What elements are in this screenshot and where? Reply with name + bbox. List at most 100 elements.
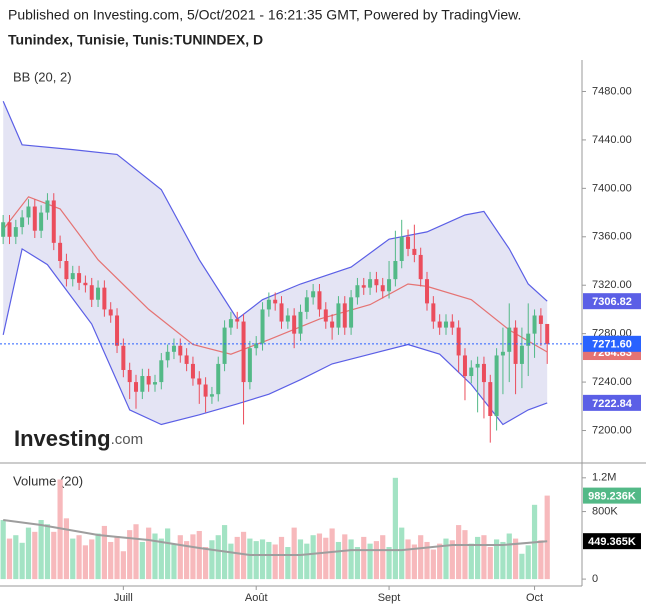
band-line — [2, 196, 548, 355]
logo-suffix: .com — [111, 431, 144, 448]
value-box-label: 449.365K — [588, 536, 636, 548]
volume-title: Volume (20) — [13, 473, 83, 488]
candle-body — [456, 327, 461, 356]
volume-bar — [101, 525, 107, 580]
candle-body — [342, 303, 347, 328]
candle-body — [13, 227, 18, 237]
volume-bar — [209, 540, 215, 580]
candle-body — [7, 222, 12, 237]
candle-body — [349, 297, 354, 328]
candle-body — [425, 279, 430, 304]
candle-body — [399, 236, 404, 261]
volume-bar — [171, 543, 177, 580]
candle-body — [298, 311, 303, 334]
candle-body — [197, 378, 202, 385]
volume-bar — [386, 547, 392, 580]
volume-bar — [430, 549, 436, 580]
volume-bar — [89, 539, 95, 580]
value-box — [583, 394, 641, 411]
volume-bar — [468, 543, 474, 580]
candle-body — [406, 236, 411, 249]
candle-body — [507, 327, 512, 352]
y-tick-label: 7200.00 — [592, 424, 632, 436]
volume-bar — [291, 527, 297, 580]
candle-body — [77, 273, 82, 283]
volume-bar — [38, 520, 44, 580]
candle-body — [260, 309, 265, 344]
candle-body — [380, 285, 385, 292]
volume-bar — [538, 540, 544, 580]
band-line — [2, 100, 548, 320]
volume-bar — [380, 535, 386, 580]
volume-bar — [392, 477, 398, 580]
volume-bar — [361, 536, 367, 580]
candle-body — [443, 321, 448, 328]
value-box-label: 7271.60 — [592, 339, 632, 351]
candle-body — [178, 345, 183, 356]
volume-bar — [481, 535, 487, 580]
volume-bar — [146, 527, 152, 580]
candle-body — [165, 351, 170, 361]
volume-bar — [228, 543, 234, 580]
candle-body — [285, 315, 290, 322]
candle-body — [374, 279, 379, 286]
volume-bar — [278, 536, 285, 580]
volume-bar — [215, 535, 221, 580]
candle-body — [355, 285, 360, 298]
volume-bar — [108, 541, 114, 580]
volume-bar — [443, 538, 449, 580]
candle-body — [1, 222, 6, 237]
y-tick-label: 7360.00 — [592, 231, 632, 243]
candle-body — [241, 321, 246, 383]
candle-body — [475, 363, 480, 368]
volume-bar — [519, 553, 525, 580]
y-tick-label: 7240.00 — [592, 376, 632, 388]
candle-body — [292, 315, 297, 334]
candle-body — [70, 273, 75, 280]
volume-bar — [13, 535, 19, 580]
volume-bar — [456, 525, 462, 580]
candle-body — [323, 309, 328, 322]
volume-bar — [63, 518, 70, 580]
candle-body — [96, 287, 101, 300]
volume-bar — [437, 543, 443, 580]
candle-body — [209, 394, 214, 397]
volume-bar — [247, 538, 253, 580]
volume-bar — [297, 539, 304, 580]
candle-body — [51, 200, 56, 243]
candle-body — [190, 363, 195, 379]
volume-bar — [184, 541, 190, 580]
candle-body — [83, 282, 88, 286]
volume-bar — [202, 547, 209, 580]
volume-bar — [120, 551, 126, 580]
candle-body — [222, 327, 227, 364]
value-box — [583, 335, 641, 352]
volume-bar — [512, 538, 519, 580]
volume-bar — [285, 547, 291, 580]
candle-body — [254, 343, 259, 349]
candle-body — [26, 206, 31, 218]
candle-body — [412, 248, 417, 255]
candle-body — [171, 345, 176, 352]
candle-body — [247, 348, 252, 383]
candle-body — [488, 382, 493, 416]
candle-body — [513, 327, 518, 364]
volume-bar — [25, 527, 32, 580]
candle-body — [235, 319, 240, 322]
volume-bar — [329, 528, 335, 580]
volume-ma — [3, 519, 548, 556]
candle-body — [39, 212, 44, 231]
candle-body — [317, 291, 322, 310]
volume-bar — [354, 547, 361, 580]
candle-body — [311, 291, 316, 298]
volume-bar — [348, 539, 354, 580]
volume-bar — [304, 543, 310, 580]
candle-body — [418, 254, 423, 280]
volume-bar — [234, 536, 240, 580]
volume-bar — [82, 545, 89, 580]
candle-body — [127, 369, 132, 383]
candle-body — [494, 355, 499, 416]
volume-bar — [70, 538, 76, 580]
candle-body — [469, 367, 474, 377]
volume-bar — [76, 535, 82, 580]
